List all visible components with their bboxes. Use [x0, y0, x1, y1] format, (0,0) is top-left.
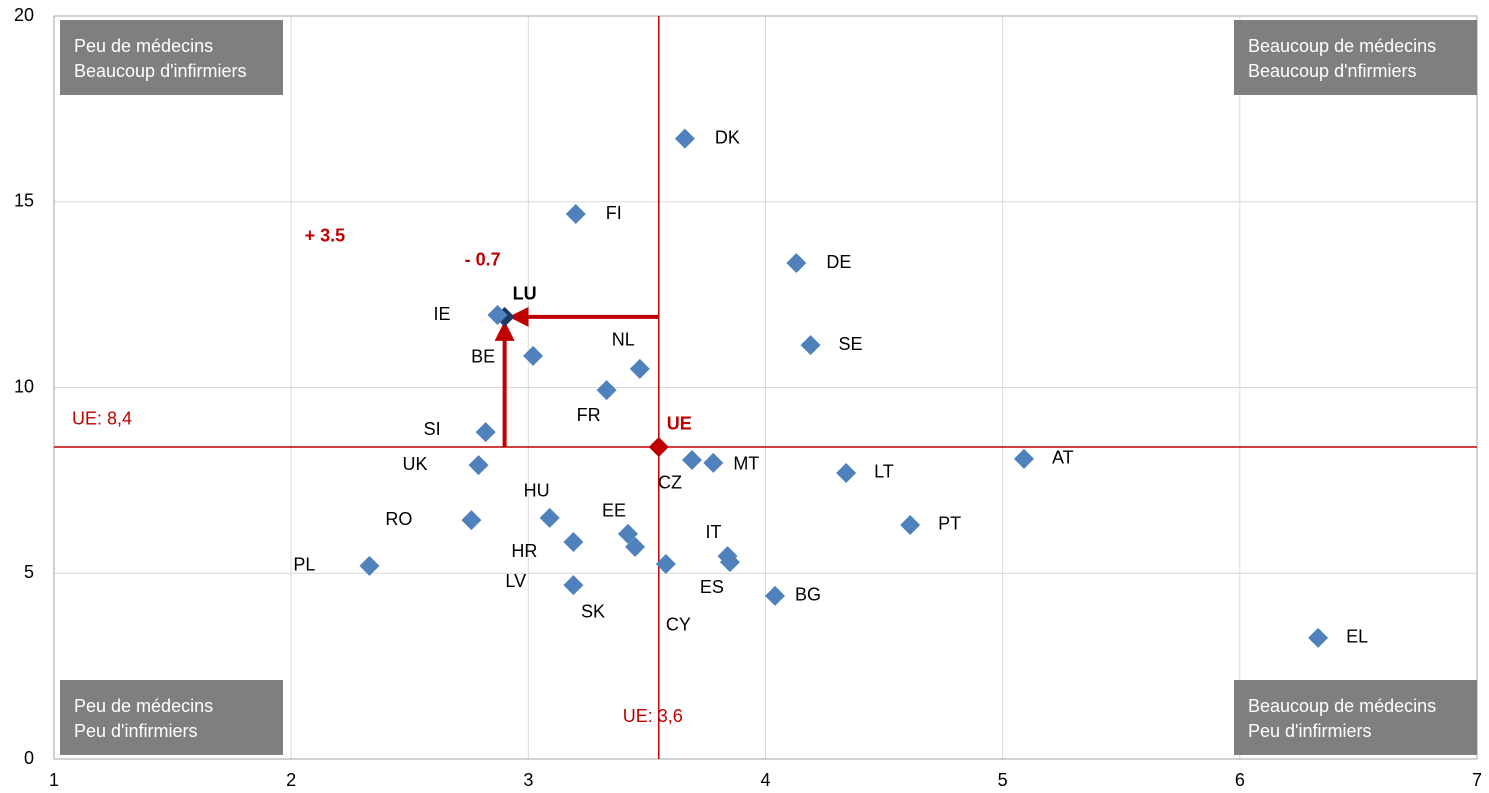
point	[1014, 448, 1035, 469]
quadrant-label: Beaucoup d'infirmiers	[74, 61, 247, 81]
x-tick-label: 6	[1235, 770, 1245, 790]
point	[523, 345, 544, 366]
x-tick-label: 7	[1472, 770, 1482, 790]
x-tick-label: 3	[523, 770, 533, 790]
point-label: ES	[700, 577, 724, 597]
point	[681, 449, 702, 470]
point	[475, 422, 496, 443]
quadrant-box	[1234, 20, 1477, 95]
point	[565, 204, 586, 225]
y-tick-label: 20	[14, 5, 34, 25]
point-label: SE	[839, 334, 863, 354]
quadrant-label: Beaucoup d'nfirmiers	[1248, 61, 1417, 81]
quadrant-box	[1234, 680, 1477, 755]
point-label: CZ	[658, 473, 682, 493]
quadrant-label: Peu de médecins	[74, 36, 213, 56]
point-label: FR	[577, 405, 601, 425]
point-label: UE	[667, 414, 692, 434]
point-label: NL	[612, 330, 635, 350]
point	[617, 523, 638, 544]
point	[468, 455, 489, 476]
point-label: FI	[606, 203, 622, 223]
point	[487, 305, 508, 326]
point-label: SK	[581, 602, 605, 622]
point-label: DK	[715, 127, 740, 147]
point-label: IT	[706, 522, 722, 542]
plot-frame	[53, 15, 1478, 760]
point	[625, 536, 646, 557]
point	[764, 585, 785, 606]
point-label: EL	[1346, 627, 1368, 647]
point	[539, 507, 560, 528]
point-label: HR	[511, 541, 537, 561]
y-tick-label: 10	[14, 376, 34, 396]
quadrant-label: Beaucoup de médecins	[1248, 36, 1436, 56]
x-tick-label: 1	[49, 770, 59, 790]
point	[786, 253, 807, 274]
quadrant-label: Peu d'infirmiers	[74, 721, 197, 741]
y-tick-label: 5	[24, 562, 34, 582]
y-tick-label: 15	[14, 191, 34, 211]
point-label: CY	[666, 615, 691, 635]
point	[717, 546, 738, 567]
point-label: MT	[733, 454, 759, 474]
x-tick-label: 2	[286, 770, 296, 790]
quadrant-box	[60, 20, 283, 95]
arrow-label: - 0.7	[465, 250, 501, 270]
reference-label: UE: 3,6	[623, 706, 683, 726]
point	[703, 452, 724, 473]
arrow-label: + 3.5	[305, 226, 346, 246]
quadrant-label: Peu de médecins	[74, 696, 213, 716]
point	[655, 553, 676, 574]
point	[648, 436, 669, 457]
point	[674, 128, 695, 149]
point-label: DE	[826, 252, 851, 272]
quadrant-label: Beaucoup de médecins	[1248, 696, 1436, 716]
point	[461, 510, 482, 531]
point	[563, 575, 584, 596]
point	[836, 462, 857, 483]
point	[800, 335, 821, 356]
quadrant-label: Peu d'infirmiers	[1248, 721, 1371, 741]
quadrant-box	[60, 680, 283, 755]
point-label: SI	[424, 419, 441, 439]
point-label: LV	[505, 571, 526, 591]
point	[596, 380, 617, 401]
y-tick-label: 0	[24, 748, 34, 768]
point-label: LT	[874, 462, 894, 482]
x-tick-label: 4	[760, 770, 770, 790]
point-label: AT	[1052, 448, 1074, 468]
point-label: IE	[434, 304, 451, 324]
point-label: LU	[513, 284, 537, 304]
x-tick-label: 5	[998, 770, 1008, 790]
point-label: HU	[524, 481, 550, 501]
point-label: RO	[385, 509, 412, 529]
point-label: PT	[938, 514, 961, 534]
point-label: PL	[293, 555, 315, 575]
point-label: BE	[471, 347, 495, 367]
point-label: EE	[602, 501, 626, 521]
point	[629, 358, 650, 379]
reference-label: UE: 8,4	[72, 409, 132, 429]
point	[563, 532, 584, 553]
point	[900, 514, 921, 535]
point-label: BG	[795, 585, 821, 605]
point-label: UK	[403, 454, 428, 474]
point	[1308, 627, 1329, 648]
point	[359, 555, 380, 576]
